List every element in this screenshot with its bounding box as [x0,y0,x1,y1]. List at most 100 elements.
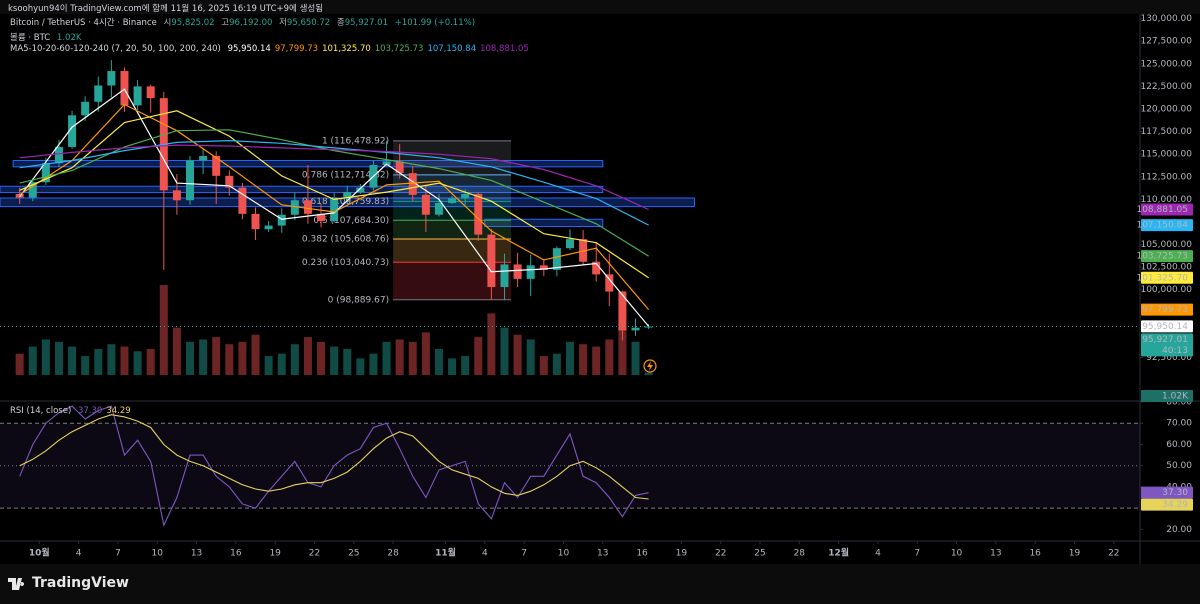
x-tick-label: 25 [348,549,359,559]
candle-body [434,202,443,215]
logo-text: TradingView [32,575,129,591]
candle-body [513,264,522,279]
candle-body [382,161,391,166]
horizontal-zone [484,218,604,227]
volume-bar [172,327,181,375]
volume-bar [513,334,522,375]
volume-bar [146,348,155,375]
y-tick-label: 110,000.00 [1140,195,1192,205]
price-labels-layer: 108,881.05 107,150.84 103,725.73 101,325.70… [1136,203,1193,511]
volume-legend: 볼륨 · BTC 1.02K [10,31,85,43]
volume-bar [225,344,234,375]
ma-layer [19,88,650,327]
candle-body [618,291,627,331]
x-tick-label: 16 [1029,549,1041,559]
volume-bar [408,341,417,375]
volume-bar [290,344,299,375]
x-tick-label: 28 [387,549,399,559]
volume-bar [159,285,168,375]
candle-body [172,190,181,201]
low-prefix: 저 [279,18,287,28]
candle-body [487,234,496,288]
candle-body [317,213,326,222]
fib-label: 1 (116,478.92) [322,136,389,146]
price-label-box [1141,271,1193,284]
y-tick-label: 130,000.00 [1140,14,1192,24]
volume-bar [303,337,312,375]
candle-body [41,163,50,183]
volume-bar [251,334,260,375]
y-tick-label: 122,500.00 [1140,82,1192,92]
volume-bar [500,327,509,375]
price-label-box-text: 101,325.70 [1136,273,1188,283]
rsi-y-tick-label: 50.00 [1166,461,1192,471]
volume-bar [330,346,339,375]
volume-bar [618,318,627,375]
rsi-layer [0,405,1140,527]
alert-icon-bolt [647,361,653,371]
volume-bar [54,341,63,375]
x-tick-label: 12월 [828,547,849,559]
volume-bar [343,348,352,375]
x-tick-label: 22 [1108,549,1119,559]
alert-icon[interactable] [643,359,657,373]
volume-bar [461,356,470,375]
candle-body [107,71,116,86]
volume-bar [317,341,326,375]
price-label-box-text: 107,150.84 [1136,221,1188,231]
rsi-label-box [1141,486,1193,499]
volume-bar [539,356,548,375]
volume-bar [107,344,116,375]
candle-body [290,200,299,215]
rsi-title[interactable]: RSI (14, close) [10,406,72,416]
x-tick-label: 4 [76,549,82,559]
x-tick-label: 13 [191,549,202,559]
volume-label-box-text: 1.02K [1162,392,1189,402]
candle-body [186,160,194,201]
volume-bar [15,353,24,375]
volume-bar [382,341,391,375]
candle-body [343,192,352,199]
volume-bar [526,339,535,375]
ma-title[interactable]: MA5-10-20-60-120-240 (7, 20, 50, 100, 20… [10,44,221,54]
axis-layer: 130,000.00 127,500.00 125,000.00 122,500.00… [29,14,1192,558]
rsi-value: 34.29 [106,406,131,416]
volume-title[interactable]: 볼륨 · BTC [10,33,51,43]
volume-bar [421,332,430,375]
candle-body [264,225,273,230]
x-tick-label: 10 [558,549,570,559]
price-label-box [1141,203,1193,216]
rsi-y-tick-label: 20.00 [1166,525,1192,535]
fib-zone [393,239,512,263]
y-tick-label: 120,000.00 [1140,104,1192,114]
fib-label: 0.786 (112,714.82) [302,170,389,180]
volume-bar [434,348,443,375]
candle-body [146,86,155,99]
ma-value: 97,799.73 [274,44,319,54]
x-tick-label: 16 [230,549,242,559]
fib-label: 0.382 (105,608.76) [302,235,389,245]
volume-bar [81,356,90,375]
volume-bar [448,358,457,375]
ma-value: 108,881.05 [480,44,529,54]
ma-line [19,144,649,211]
candle-body [395,161,404,174]
candle-body [133,86,142,106]
candle-body [408,173,417,195]
high-prefix: 고 [221,18,230,28]
symbol[interactable]: Bitcoin / TetherUS · 4시간 · Binance [10,18,157,28]
y-tick-label: 100,000.00 [1140,285,1192,295]
volume-value: 1.02K [56,33,82,43]
rsi-line [19,414,649,500]
y-tick-label: 92,500.00 [1146,353,1192,363]
volume-bar [199,339,208,375]
x-tick-label: 13 [990,549,1001,559]
volume-bar [133,351,142,375]
candle-body [199,155,208,161]
chart-background [0,14,1200,564]
x-tick-label: 10월 [29,547,50,559]
ma-line [19,129,649,257]
y-tick-label: 105,000.00 [1140,240,1192,250]
open-prefix: 시 [163,18,172,28]
